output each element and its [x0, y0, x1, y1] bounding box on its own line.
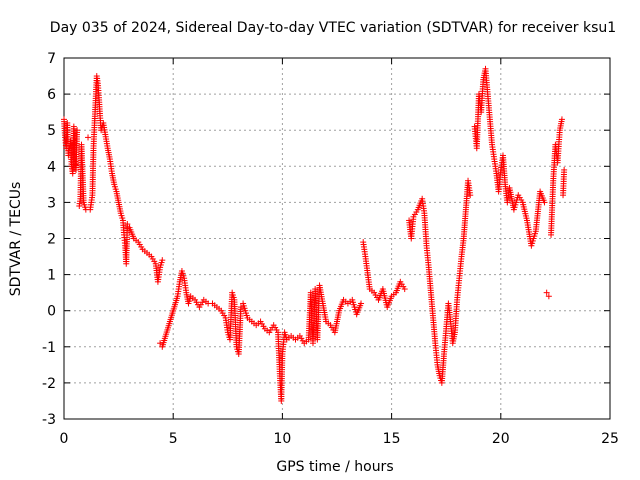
grid-lines: [64, 58, 610, 419]
x-tick-label: 0: [60, 431, 69, 447]
y-tick-label: -1: [42, 340, 56, 356]
y-tick-label: 7: [47, 51, 56, 67]
x-axis-label: GPS time / hours: [276, 459, 393, 475]
data-point: [467, 192, 474, 199]
data-point: [237, 304, 244, 311]
data-point: [401, 286, 408, 293]
data-point: [124, 221, 131, 228]
y-tick-label: 6: [47, 87, 56, 103]
data-point: [74, 127, 81, 134]
data-points: [61, 65, 568, 404]
x-tick-label: 10: [273, 431, 291, 447]
data-point: [85, 134, 92, 141]
y-tick-label: 2: [47, 232, 56, 248]
y-tick-label: 1: [47, 268, 56, 284]
x-tick-label: 15: [383, 431, 401, 447]
y-tick-label: -2: [42, 376, 56, 392]
y-tick-label: 4: [47, 159, 56, 175]
axis-ticks: 0 5 10 15 20 25 -3 -2 -1 0 1 2 3 4 5 6 7: [42, 51, 619, 447]
y-tick-label: 3: [47, 195, 56, 211]
data-point: [561, 166, 568, 173]
y-tick-label: 0: [47, 304, 56, 320]
data-point: [358, 300, 365, 307]
y-tick-label: 5: [47, 123, 56, 139]
data-point: [159, 257, 166, 264]
x-tick-label: 20: [492, 431, 510, 447]
data-point: [545, 293, 552, 300]
y-tick-label: -3: [42, 412, 56, 428]
data-point: [543, 289, 550, 296]
x-tick-label: 5: [169, 431, 178, 447]
data-point: [558, 116, 565, 123]
y-axis-label: SDTVAR / TECUs: [8, 182, 24, 297]
data-point: [541, 199, 548, 206]
x-tick-label: 25: [601, 431, 619, 447]
chart-title: Day 035 of 2024, Sidereal Day-to-day VTE…: [50, 20, 616, 36]
